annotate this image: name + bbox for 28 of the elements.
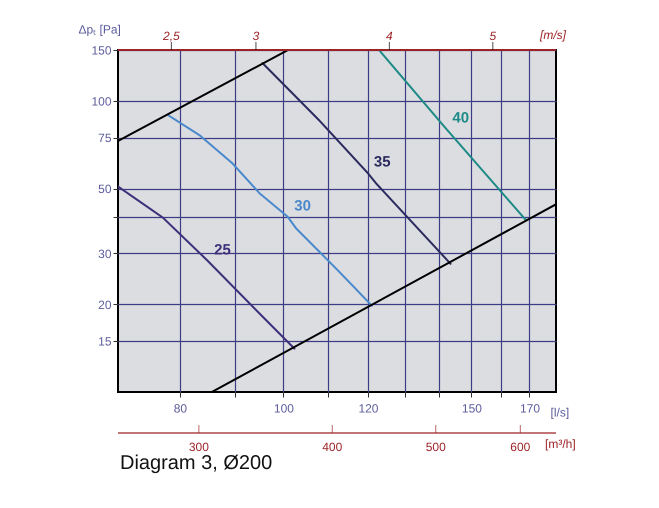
y-tick-label: 100 xyxy=(91,94,112,109)
y-tick-label: 75 xyxy=(98,131,112,146)
y-axis-title: Δpₜ [Pa] xyxy=(78,22,121,36)
text: [m³/h] xyxy=(545,437,576,451)
y-tick-label: 15 xyxy=(98,334,112,348)
x-tick-label: 120 xyxy=(358,402,379,416)
text: 600 xyxy=(510,440,531,454)
x-axis-title: [l/s] xyxy=(550,406,570,420)
series-label: 30 xyxy=(294,198,311,215)
x-tick-label: 80 xyxy=(174,402,188,416)
y-tick-label: 50 xyxy=(98,182,112,196)
text: 4 xyxy=(386,29,394,43)
x-tick-label: 170 xyxy=(520,402,540,416)
text: [m/s] xyxy=(540,28,566,42)
text: 500 xyxy=(426,440,446,454)
y-tick-label: 20 xyxy=(98,298,112,312)
text: Diagram 3, Ø200 xyxy=(120,452,272,475)
text: 3 xyxy=(252,29,260,43)
text: 2,5 xyxy=(162,29,180,43)
y-tick-label: 30 xyxy=(98,246,112,261)
series-label: 35 xyxy=(374,153,391,170)
series-label: 40 xyxy=(452,109,470,126)
text: 400 xyxy=(322,440,343,454)
text: 300 xyxy=(188,440,210,454)
y-tick-label: 150 xyxy=(91,44,112,58)
x-tick-label: 150 xyxy=(462,402,482,416)
text: 5 xyxy=(489,29,496,43)
x-tick-label: 100 xyxy=(274,402,294,416)
